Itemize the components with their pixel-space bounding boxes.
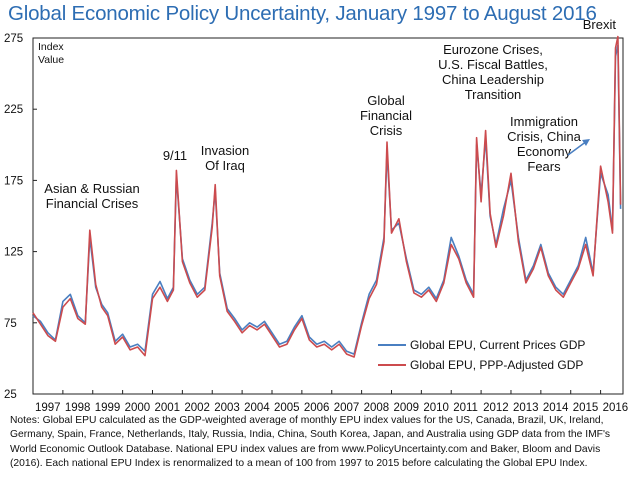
x-tick-label: 2007 — [334, 402, 360, 414]
x-tick-label: 2012 — [483, 402, 509, 414]
annotation-line: Of Iraq — [205, 158, 245, 173]
annotation-line: Invasion — [201, 143, 249, 158]
chart-annotation: Immigration Crisis, China Economy Fears — [507, 114, 581, 174]
y-tick-label: 25 — [4, 389, 17, 401]
x-tick-label: 2010 — [423, 402, 449, 414]
x-tick-label: 1997 — [35, 402, 61, 414]
series-line-current-prices — [32, 44, 622, 355]
x-tick-label: 2011 — [453, 402, 478, 414]
x-tick-label: 2009 — [393, 402, 419, 414]
annotation-line: Financial Crises — [46, 196, 139, 211]
series-lines — [32, 35, 622, 358]
chart-notes: Notes: Global EPU calculated as the GDP-… — [10, 415, 611, 469]
immigration-arrow — [567, 140, 588, 156]
x-axis: 1997 1998 1999 2000 2001 2002 2003 2004 2005 2006… — [32, 390, 629, 414]
annotation-line: Asian & Russian — [44, 181, 139, 196]
annotation-line: Financial — [360, 108, 412, 123]
annotation-line: 9/11 — [163, 148, 187, 163]
y-tick-label: 275 — [4, 33, 23, 45]
annotation-line: Transition — [465, 87, 522, 102]
legend: Global EPU, Current Prices GDP Global EP… — [378, 338, 585, 372]
annotation-line: China Leadership — [442, 72, 544, 87]
series-line-ppp-adjusted — [32, 35, 622, 358]
y-tick-label: 75 — [4, 318, 17, 330]
x-tick-label: 2003 — [214, 402, 240, 414]
y-tick-label: 225 — [4, 104, 23, 116]
x-tick-label: 2001 — [154, 402, 180, 414]
x-tick-label: 2002 — [184, 402, 210, 414]
x-tick-label: 2014 — [543, 402, 569, 414]
annotations: Asian & Russian Financial Crises 9/11 Invas… — [44, 17, 616, 211]
annotation-line: Crisis — [370, 123, 403, 138]
annotation-line: U.S. Fiscal Battles, — [438, 57, 548, 72]
x-tick-label: 2005 — [274, 402, 300, 414]
y-tick-label: 125 — [4, 247, 23, 259]
annotation-line: Crisis, China — [507, 129, 581, 144]
annotation-line: Economy — [517, 144, 572, 159]
chart-annotation: Eurozone Crises, U.S. Fiscal Battles, Chin… — [438, 42, 548, 102]
legend-label-current: Global EPU, Current Prices GDP — [410, 338, 585, 352]
x-tick-label: 2015 — [573, 402, 599, 414]
y-axis-label-line: Index — [38, 41, 64, 53]
x-tick-label: 2013 — [513, 402, 539, 414]
chart-annotation: Global Financial Crisis — [360, 93, 412, 138]
x-tick-label: 1998 — [65, 402, 91, 414]
y-axis: 25 75 125 175 225 275 — [4, 33, 37, 401]
annotation-line: Global — [367, 93, 405, 108]
y-axis-label-line: Value — [38, 54, 64, 66]
x-tick-label: 2008 — [364, 402, 390, 414]
plot-frame — [32, 37, 624, 395]
annotation-line: Immigration — [510, 114, 578, 129]
y-tick-label: 175 — [4, 175, 23, 187]
chart-annotation: Brexit — [583, 17, 617, 32]
x-tick-label: 2006 — [304, 402, 330, 414]
x-tick-label: 2016 — [603, 402, 629, 414]
annotation-line: Eurozone Crises, — [443, 42, 543, 57]
chart-annotation: Invasion Of Iraq — [201, 143, 249, 173]
chart-annotation: Asian & Russian Financial Crises — [44, 181, 139, 211]
chart-title: Global Economic Policy Uncertainty, Janu… — [8, 2, 597, 25]
annotation-line: Fears — [527, 159, 561, 174]
x-tick-label: 1999 — [95, 402, 121, 414]
x-tick-label: 2000 — [125, 402, 151, 414]
annotation-line: Brexit — [583, 17, 617, 32]
chart-annotation: 9/11 — [163, 148, 187, 163]
legend-label-ppp: Global EPU, PPP-Adjusted GDP — [410, 358, 583, 372]
x-tick-label: 2004 — [244, 402, 270, 414]
immigration-arrowhead — [582, 139, 590, 146]
